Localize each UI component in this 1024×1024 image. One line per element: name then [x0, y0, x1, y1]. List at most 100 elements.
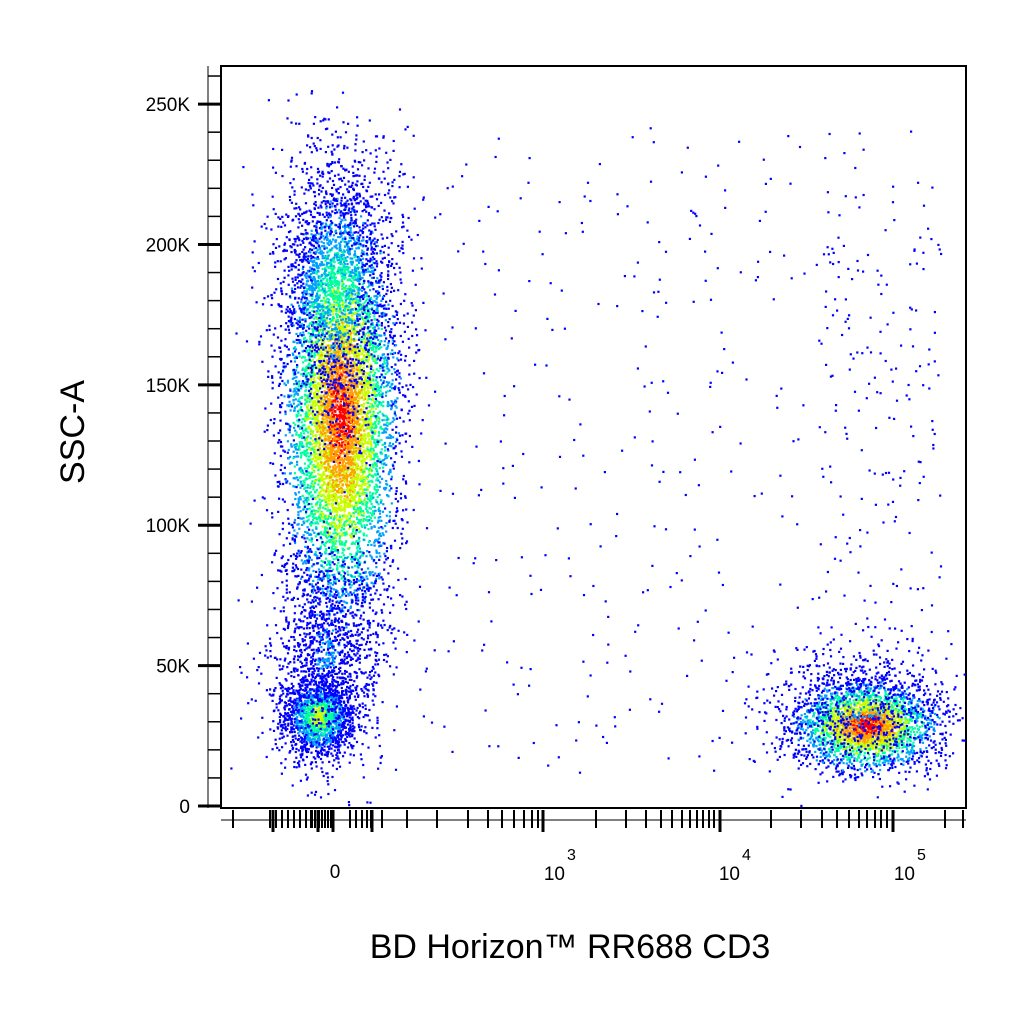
event-dot [312, 488, 315, 491]
event-dot [340, 396, 343, 399]
event-dot [313, 216, 316, 219]
event-dot [300, 406, 303, 409]
event-dot [327, 568, 330, 571]
event-dot [351, 452, 354, 455]
event-dot [326, 251, 329, 254]
event-dot [322, 421, 325, 424]
event-dot [404, 432, 407, 435]
event-dot [306, 399, 309, 402]
event-dot [363, 379, 366, 382]
event-dot [375, 260, 378, 263]
event-dot [311, 285, 314, 288]
event-dot [296, 410, 300, 413]
event-dot [356, 463, 359, 466]
event-dot [325, 477, 328, 480]
event-dot [400, 455, 404, 458]
event-dot [351, 560, 354, 563]
event-dot [349, 373, 352, 376]
event-dot [294, 238, 297, 241]
event-dot [333, 657, 336, 660]
event-dot [376, 471, 379, 474]
event-dot [359, 507, 363, 510]
event-dot [322, 648, 325, 651]
event-dot [300, 517, 303, 520]
event-dot [352, 512, 356, 515]
event-dot [379, 390, 382, 393]
event-dot [304, 498, 307, 501]
event-dot [342, 390, 345, 393]
event-dot [327, 582, 330, 585]
event-dot [357, 493, 360, 496]
event-dot [353, 225, 356, 228]
event-dot [354, 286, 357, 289]
event-dot [314, 509, 317, 513]
event-dot [339, 501, 343, 504]
event-dot [307, 372, 310, 375]
event-dot [370, 403, 373, 406]
event-dot [281, 498, 284, 501]
event-dot [386, 424, 389, 427]
event-dot [422, 196, 425, 199]
event-dot [296, 552, 299, 555]
event-dot [350, 460, 353, 463]
event-dot [385, 364, 389, 368]
event-dot [324, 259, 327, 262]
event-dot [360, 443, 363, 446]
event-dot [374, 401, 377, 404]
event-dot [308, 458, 311, 461]
event-dot [317, 424, 320, 427]
event-dot [334, 451, 337, 454]
event-dot [386, 161, 389, 164]
event-dot [392, 202, 395, 205]
event-dot [358, 353, 361, 356]
event-dot [352, 480, 355, 483]
event-dot [349, 389, 352, 392]
event-dot [384, 394, 388, 397]
event-dot [346, 343, 349, 346]
event-dot [278, 245, 281, 248]
event-dot [331, 310, 334, 313]
event-dot [313, 288, 316, 292]
event-dot [327, 443, 330, 446]
event-dot [300, 568, 303, 571]
event-dot [334, 418, 337, 422]
event-dot [313, 384, 316, 387]
event-dot [299, 426, 302, 429]
event-dot [301, 429, 305, 432]
event-dot [381, 477, 384, 480]
event-dot [383, 423, 386, 426]
event-dot [377, 503, 380, 506]
event-dot [392, 356, 395, 359]
event-dot [344, 456, 347, 459]
event-dot [369, 289, 372, 292]
event-dot [354, 348, 357, 351]
event-dot [363, 429, 366, 432]
event-dot [347, 502, 351, 505]
event-dot [386, 359, 389, 362]
event-dot [352, 351, 356, 354]
event-dot [329, 499, 332, 502]
event-dot [382, 466, 385, 469]
event-dot [304, 413, 307, 416]
event-dot [348, 396, 351, 399]
event-dot [360, 358, 363, 361]
event-dot [346, 455, 350, 459]
event-dot [281, 402, 284, 405]
event-dot [368, 315, 371, 319]
event-dot [297, 371, 300, 374]
event-dot [319, 547, 322, 550]
event-dot [337, 261, 340, 265]
event-dot [341, 547, 344, 550]
event-dot [279, 440, 283, 444]
event-dot [263, 497, 266, 500]
event-dot [321, 303, 324, 306]
event-dot [304, 305, 307, 308]
event-dot [373, 541, 376, 544]
event-dot [317, 522, 320, 525]
event-dot [379, 393, 382, 396]
event-dot [311, 465, 314, 468]
event-dot [381, 412, 384, 415]
event-dot [313, 451, 316, 454]
event-dot [377, 422, 380, 425]
event-dot [303, 502, 306, 505]
